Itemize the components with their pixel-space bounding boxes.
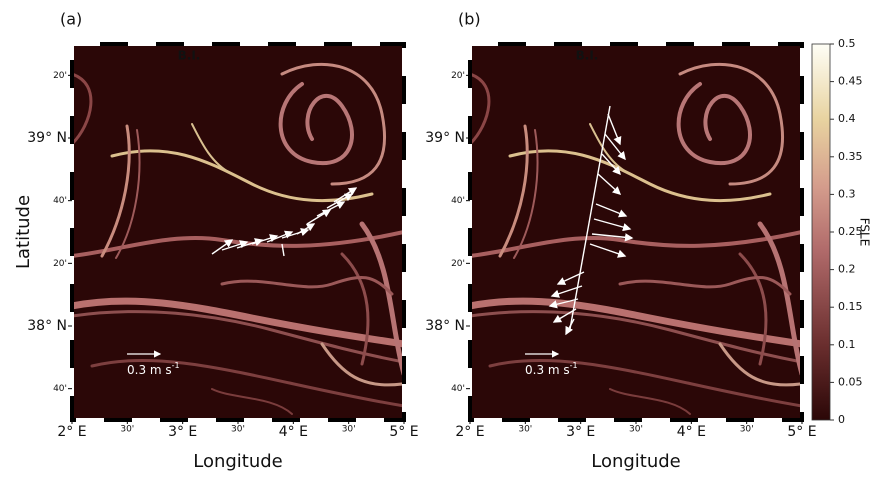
x-tick-label: 30' [629, 425, 643, 435]
scale-exponent: -1 [172, 361, 180, 370]
x-tick-label: 2° E [455, 424, 484, 440]
map-panel: B.I. 0.3 m s-1 [70, 42, 406, 422]
y-tick-label: 39° N [425, 130, 465, 146]
x-axis-label: Longitude [193, 451, 283, 472]
map-frame-dash [468, 42, 804, 422]
fsle-field [470, 44, 802, 420]
x-tick-label: 30' [120, 425, 134, 435]
colorbar-tick-label: 0.2 [838, 263, 856, 276]
y-tick-label: 40' [451, 384, 465, 394]
colorbar-tick-label: 0.45 [838, 75, 863, 88]
x-tick-label: 4° E [279, 424, 308, 440]
y-tick-label: 20' [53, 71, 67, 81]
y-tick-label: 20' [53, 259, 67, 269]
x-tick-label: 30' [740, 425, 754, 435]
colorbar-tick-label: 0.1 [838, 338, 856, 351]
x-tick-label: 5° E [787, 424, 816, 440]
y-tick-label: 39° N [27, 130, 67, 146]
map-panel: B.I. 0.3 m s-1 [468, 42, 804, 422]
x-tick-label: 4° E [677, 424, 706, 440]
x-tick-label: 5° E [389, 424, 418, 440]
y-tick-label: 38° N [425, 318, 465, 334]
colorbar-tick-label: 0.5 [838, 37, 856, 50]
y-tick-label: 40' [53, 384, 67, 394]
velocity-arrows [548, 105, 634, 336]
colorbar-tick-label: 0.4 [838, 112, 856, 125]
y-tick-label: 38° N [27, 318, 67, 334]
colorbar-tick-label: 0.3 [838, 187, 856, 200]
panel-label: (a) [60, 10, 82, 29]
colorbar-tick-label: 0.35 [838, 150, 863, 163]
scale-text: 0.3 m s [525, 363, 570, 377]
colorbar [811, 43, 831, 421]
scale-label: 0.3 m s-1 [525, 361, 578, 377]
panel-label: (b) [458, 10, 481, 29]
fsle-field [72, 44, 404, 420]
x-tick-label: 30' [518, 425, 532, 435]
y-tick-label: 20' [451, 259, 465, 269]
x-axis-label: Longitude [591, 451, 681, 472]
scale-exponent: -1 [570, 361, 578, 370]
colorbar-tick-label: 0.05 [838, 375, 863, 388]
y-tick-label: 40' [451, 196, 465, 206]
colorbar-tick-label: 0 [838, 413, 845, 426]
map-frame-dash [70, 42, 406, 422]
scale-text: 0.3 m s [127, 363, 172, 377]
x-tick-label: 2° E [57, 424, 86, 440]
x-tick-label: 3° E [168, 424, 197, 440]
island-label: B.I. [576, 49, 599, 63]
island-label: B.I. [178, 49, 201, 63]
x-tick-label: 30' [342, 425, 356, 435]
x-tick-label: 3° E [566, 424, 595, 440]
y-axis-label: Latitude [13, 195, 34, 269]
x-tick-label: 30' [231, 425, 245, 435]
velocity-arrows [211, 187, 358, 257]
scale-label: 0.3 m s-1 [127, 361, 180, 377]
colorbar-tick-label: 0.25 [838, 225, 863, 238]
colorbar-tick-label: 0.15 [838, 300, 863, 313]
y-tick-label: 40' [53, 196, 67, 206]
colorbar-label: FSLE [858, 218, 872, 247]
y-tick-label: 20' [451, 71, 465, 81]
